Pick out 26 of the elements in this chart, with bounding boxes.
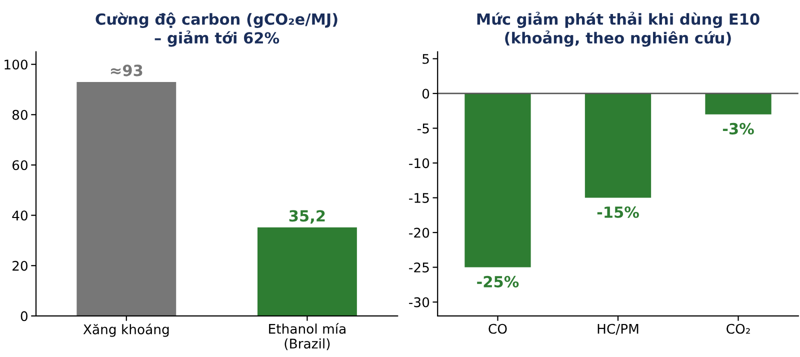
x-tick-label: CO bbox=[488, 324, 507, 334]
y-tick-label: 20 bbox=[12, 260, 28, 271]
x-tick-label: CO₂ bbox=[726, 324, 750, 334]
y-tick-label: 0 bbox=[422, 88, 430, 99]
y-tick-label: 40 bbox=[12, 210, 28, 221]
chart-title: Mức giảm phát thải khi dùng E10 (khoảng, theo nghiên cứu) bbox=[477, 12, 760, 47]
data-label: -3% bbox=[722, 122, 754, 134]
y-tick-label: 100 bbox=[4, 60, 28, 70]
y-tick-label: -5 bbox=[417, 124, 429, 134]
chart-title: Cường độ carbon (gCO₂e/MJ) – giảm tới 62% bbox=[96, 12, 338, 47]
data-label: ≈93 bbox=[110, 64, 142, 76]
data-label: -15% bbox=[597, 206, 639, 218]
data-label: -25% bbox=[477, 276, 519, 288]
y-tick-label: 0 bbox=[20, 311, 28, 322]
y-tick-label: -30 bbox=[409, 297, 430, 308]
y-tick-label: -10 bbox=[409, 158, 430, 168]
y-tick-label: 5 bbox=[422, 54, 429, 64]
y-tick-label: 80 bbox=[12, 110, 28, 120]
x-tick-label: Xăng khoáng bbox=[83, 324, 169, 337]
y-tick-label: -25 bbox=[409, 262, 429, 272]
data-label: 35,2 bbox=[289, 210, 325, 224]
y-tick-label: -20 bbox=[409, 228, 430, 238]
y-tick-label: 60 bbox=[12, 160, 28, 170]
y-tick-label: -15 bbox=[409, 193, 429, 203]
x-tick-label: HC/PM bbox=[598, 324, 638, 335]
x-tick-label: Ethanol mía (Brazil) bbox=[269, 323, 346, 350]
